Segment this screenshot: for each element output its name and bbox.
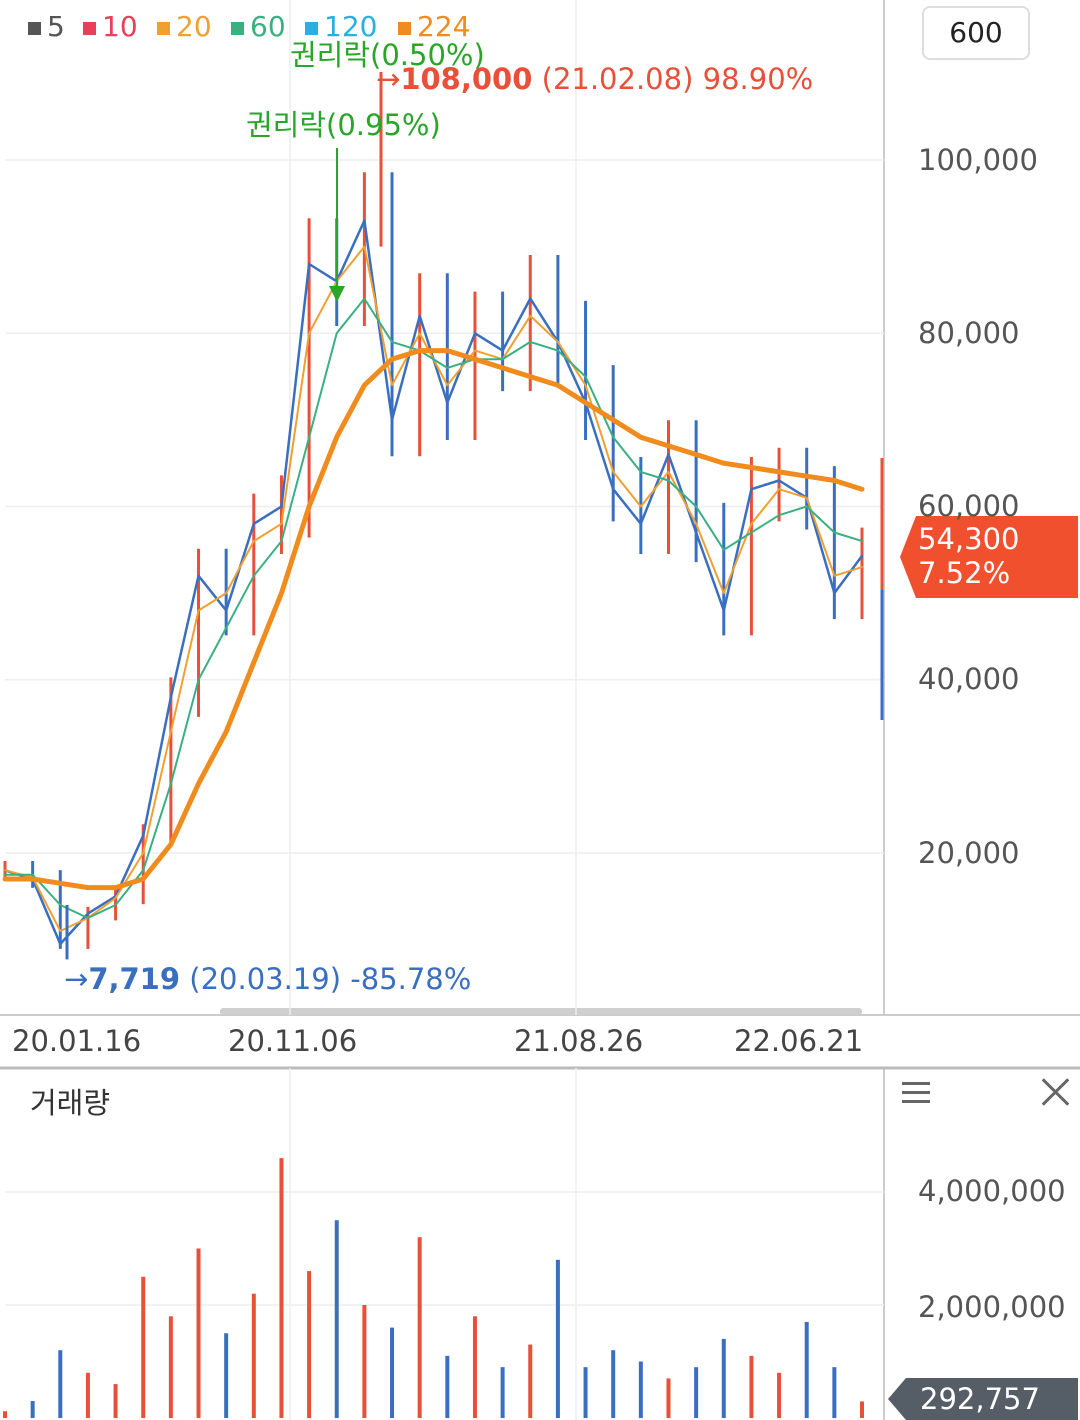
legend-item-5[interactable]: 5 [28, 10, 65, 43]
volume-bar [804, 1321, 809, 1418]
volume-bar [196, 1248, 201, 1418]
volume-bar [555, 1259, 560, 1418]
volume-bar [472, 1316, 477, 1418]
legend-item-10[interactable]: 10 [83, 10, 138, 43]
price-tick-20000: 20,000 [918, 836, 1020, 870]
legend-label: 20 [176, 10, 212, 43]
low-date: (20.03.19) [189, 962, 342, 996]
volume-bar [334, 1220, 339, 1418]
close-icon[interactable] [1038, 1074, 1074, 1110]
legend-label: 10 [102, 10, 138, 43]
volume-bar [58, 1350, 63, 1418]
volume-bar [279, 1158, 284, 1418]
volume-bar [528, 1344, 533, 1418]
current-price-change: 7.52% [918, 556, 1011, 590]
legend-label: 120 [324, 10, 378, 43]
price-tick-40000: 40,000 [918, 662, 1020, 696]
date-tick-3: 22.06.21 [734, 1024, 864, 1058]
low-arrow: → [64, 962, 89, 996]
volume-bar [85, 1372, 90, 1418]
low-value: 7,719 [88, 962, 181, 996]
volume-bar [694, 1367, 699, 1418]
volume-bar [224, 1333, 229, 1418]
menu-icon[interactable] [900, 1078, 932, 1108]
volume-bar [721, 1338, 726, 1418]
volume-bar [362, 1305, 367, 1418]
date-tick-2: 21.08.26 [514, 1024, 644, 1058]
volume-bar [168, 1316, 173, 1418]
legend-item-120[interactable]: 120 [305, 10, 377, 43]
legend-swatch [157, 21, 170, 35]
volume-bar [611, 1350, 616, 1418]
volume-bar [113, 1384, 118, 1418]
volume-tick-4000000: 4,000,000 [918, 1174, 1066, 1208]
current-price-tag [900, 516, 1078, 598]
legend-swatch [231, 21, 244, 35]
legend-swatch [28, 21, 41, 35]
volume-bar [445, 1355, 450, 1418]
price-tick-80000: 80,000 [918, 316, 1020, 350]
period-button[interactable]: 600 [922, 6, 1030, 60]
legend-item-224[interactable]: 224 [398, 10, 470, 43]
volume-bar [30, 1401, 35, 1418]
volume-bar [666, 1378, 671, 1418]
high-annotation: →108,000 (21.02.08) 98.90% [376, 62, 813, 96]
volume-bar [417, 1237, 422, 1418]
volume-current-tag [888, 1378, 1078, 1420]
volume-bar [583, 1367, 588, 1418]
high-pct: 98.90% [702, 62, 814, 96]
ma-line-60 [4, 297, 863, 919]
high-arrow: → [376, 62, 401, 96]
legend-swatch [305, 21, 318, 35]
ma-line-5 [3, 219, 864, 946]
legend-label: 224 [417, 10, 471, 43]
volume-bar [500, 1367, 505, 1418]
volume-bar [141, 1276, 146, 1418]
volume-panel-title: 거래량 [30, 1086, 111, 1120]
low-annotation: →7,719 (20.03.19) -85.78% [64, 962, 471, 996]
volume-bar [251, 1293, 256, 1418]
legend-swatch [398, 21, 411, 35]
volume-bar [638, 1361, 643, 1418]
legend-item-20[interactable]: 20 [157, 10, 212, 43]
legend-label: 5 [47, 10, 65, 43]
legend-item-60[interactable]: 60 [231, 10, 286, 43]
current-price-value: 54,300 [918, 522, 1020, 556]
price-tick-60000: 60,000 [918, 489, 1020, 523]
volume-bar [777, 1372, 782, 1418]
rights-arrow-head [329, 286, 345, 302]
price-tick-100000: 100,000 [918, 143, 1038, 177]
low-pct: -85.78% [350, 962, 472, 996]
volume-bar [749, 1355, 754, 1418]
volume-current-value: 292,757 [920, 1382, 1040, 1416]
volume-bar [832, 1367, 837, 1418]
legend-swatch [83, 21, 96, 35]
high-date: (21.02.08) [541, 62, 694, 96]
high-value: 108,000 [400, 62, 533, 96]
ma-line-224 [2, 348, 865, 891]
volume-tick-2000000: 2,000,000 [918, 1290, 1066, 1324]
legend-label: 60 [250, 10, 286, 43]
volume-bar [307, 1271, 312, 1418]
rights-annotation-2: 권리락(0.50%) [290, 38, 485, 72]
date-tick-0: 20.01.16 [12, 1024, 142, 1058]
rights-annotation-1: 권리락(0.95%) [246, 108, 441, 142]
volume-bar [860, 1401, 864, 1418]
time-scrollbar [220, 1008, 862, 1015]
date-tick-1: 20.11.06 [228, 1024, 358, 1058]
volume-bar [3, 1411, 7, 1418]
volume-bar [390, 1327, 395, 1418]
